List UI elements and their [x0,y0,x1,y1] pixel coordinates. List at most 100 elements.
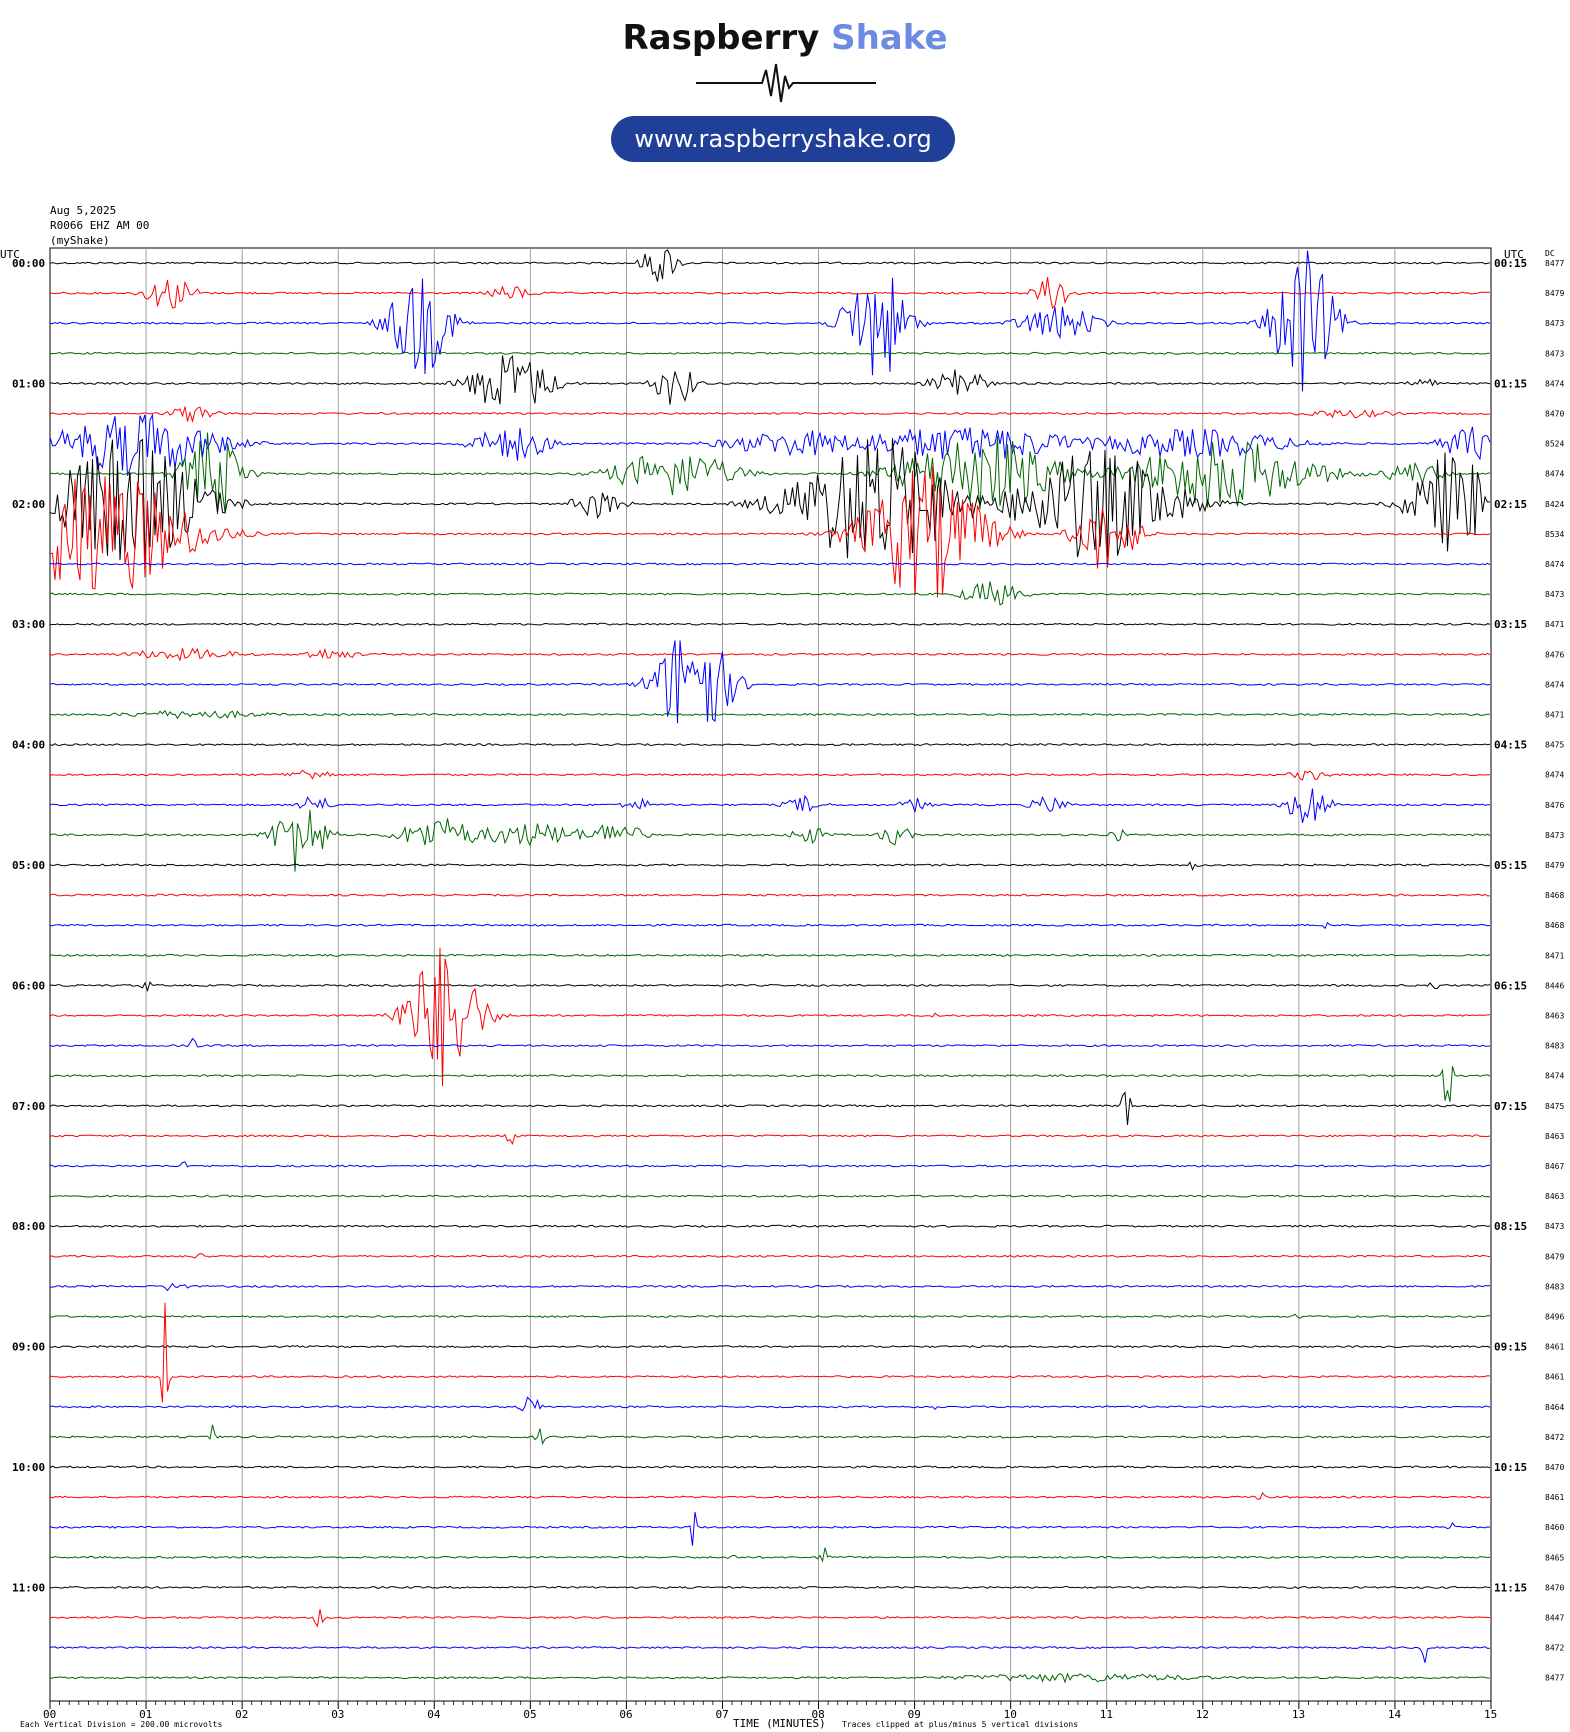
dc-offset-value: 8470 [1545,410,1564,419]
hour-label-left: 06:00 [12,979,45,992]
x-tick-label: 09 [908,1708,921,1721]
trace-line-06:15 [49,947,1491,1087]
trace-line-07:45 [49,1194,1491,1198]
trace-line-00:30 [49,250,1491,392]
hour-label-right: 09:15 [1494,1341,1527,1354]
dc-offset-value: 8461 [1545,1493,1564,1502]
dc-offset-value: 8479 [1545,861,1564,870]
clip-note: Traces clipped at plus/minus 5 vertical … [842,1720,1078,1729]
dc-offset-value: 8471 [1545,620,1564,629]
dc-offset-value: 8424 [1545,500,1564,509]
trace-group [49,249,1491,1684]
hour-labels-left: 00:00 01:00 02:00 03:00 04:00 05:00 06:00 07:00… [12,257,45,1594]
trace-line-01:30 [49,413,1491,476]
dc-offset-value: 8461 [1545,1373,1564,1382]
trace-line-11:15 [49,1609,1490,1628]
hour-label-right: 01:15 [1494,377,1527,390]
trace-line-04:45 [49,809,1491,872]
station-label: R0066 EHZ AM 00 [50,219,149,232]
hour-label-right: 07:15 [1494,1100,1527,1113]
x-tick-label: 15 [1484,1708,1497,1721]
hour-labels-right: 00:15 01:15 02:15 03:15 04:15 05:15 06:15 07:15… [1494,257,1527,1594]
dc-offset-value: 8496 [1545,1313,1564,1322]
trace-line-05:30 [49,921,1491,930]
trace-line-02:15 [49,466,1491,598]
x-tick-label: 11 [1100,1708,1113,1721]
dc-offset-value: 8474 [1545,560,1564,569]
trace-line-03:15 [49,647,1491,662]
dc-offset-value: 8476 [1545,650,1564,659]
hour-label-left: 08:00 [12,1220,45,1233]
dc-offset-value: 8477 [1545,259,1564,268]
hour-label-left: 11:00 [12,1581,45,1594]
trace-line-08:30 [49,1282,1490,1292]
x-tick-label: 01 [139,1708,152,1721]
hour-label-left: 10:00 [12,1461,45,1474]
trace-line-09:15 [49,1302,1491,1403]
trace-line-05:00 [49,861,1491,872]
dc-offset-value: 8475 [1545,1102,1564,1111]
utc-left-label: UTC [0,248,20,261]
trace-line-02:30 [49,562,1491,566]
x-tick-label: 08 [812,1708,825,1721]
source-label: (myShake) [50,234,110,247]
x-tick-label: 05 [523,1708,536,1721]
date-label: Aug 5,2025 [50,204,116,217]
trace-line-03:00 [49,622,1491,626]
trace-line-01:15 [49,406,1490,424]
hour-label-right: 11:15 [1494,1581,1527,1594]
dc-offset-value: 8524 [1545,440,1564,449]
x-tick-label: 04 [427,1708,441,1721]
trace-line-01:45 [49,432,1491,515]
trace-line-00:15 [49,277,1491,310]
hour-label-left: 03:00 [12,618,45,631]
brand-part1: Raspberry [622,18,820,58]
trace-line-05:45 [49,953,1491,957]
x-tick-label: 13 [1292,1708,1305,1721]
dc-offset-value: 8463 [1545,1192,1564,1201]
hour-label-right: 08:15 [1494,1220,1527,1233]
utc-right-label: UTC [1504,248,1524,261]
dc-offset-value: 8473 [1545,590,1564,599]
dc-offset-value: 8471 [1545,951,1564,960]
brand-title: Raspberry Shake [0,18,1570,58]
x-tick-label: 00 [43,1708,56,1721]
trace-line-08:00 [49,1224,1491,1228]
brand-part2: Shake [831,18,948,58]
x-tick-label: 14 [1388,1708,1402,1721]
dc-offset-value: 8473 [1545,1222,1564,1231]
dc-offset-value: 8474 [1545,680,1564,689]
dc-offset-value: 8472 [1545,1433,1564,1442]
website-link[interactable]: www.raspberryshake.org [611,116,955,162]
dc-offset-value: 8475 [1545,741,1564,750]
trace-line-03:45 [49,709,1491,720]
trace-line-00:00 [49,249,1491,282]
dc-offset-column: 8477 8479 8473 8473 8474 8470 8524 8474 8424 8534… [1545,259,1564,1683]
hour-label-left: 05:00 [12,859,45,872]
seismo-wave-icon [696,63,876,103]
dc-offset-value: 8470 [1545,1463,1564,1472]
trace-line-04:15 [49,769,1490,781]
dc-offset-value: 8463 [1545,1012,1564,1021]
dc-offset-value: 8473 [1545,349,1564,358]
hour-label-left: 07:00 [12,1100,45,1113]
dc-offset-value: 8479 [1545,289,1564,298]
trace-line-08:15 [49,1253,1491,1259]
dc-offset-value: 8474 [1545,379,1564,388]
dc-offset-value: 8473 [1545,831,1564,840]
dc-offset-value: 8479 [1545,1252,1564,1261]
dc-offset-value: 8467 [1545,1162,1564,1171]
time-grid [145,248,1396,1701]
scale-note: Each Vertical Division = 200.00 microvol… [20,1720,222,1729]
dc-offset-value: 8460 [1545,1523,1564,1532]
plot-frame [49,247,1492,1702]
hour-label-right: 10:15 [1494,1461,1527,1474]
dc-offset-value: 8483 [1545,1282,1564,1291]
dc-offset-value: 8446 [1545,981,1564,990]
trace-line-07:00 [49,1091,1491,1125]
x-tick-label: 02 [235,1708,248,1721]
x-tick-label: 10 [1004,1708,1017,1721]
dc-offset-value: 8472 [1545,1644,1564,1653]
x-axis-title: TIME (MINUTES) [733,1717,826,1730]
